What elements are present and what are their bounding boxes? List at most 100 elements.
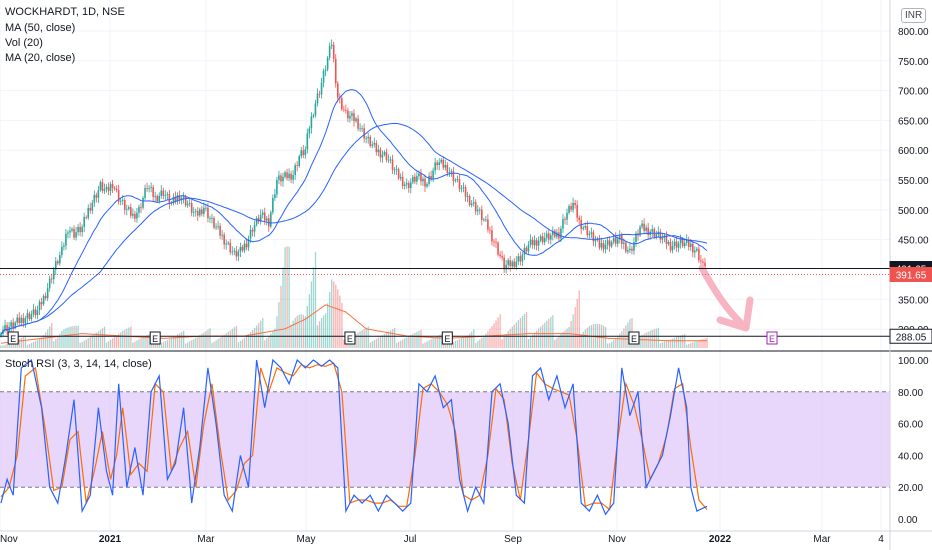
earnings-marker[interactable]: E	[149, 331, 161, 345]
candle-body	[533, 240, 536, 246]
volume-bar	[525, 311, 528, 348]
rsi-overbought-oversold-band	[0, 391, 890, 488]
candle-body	[227, 242, 230, 244]
volume-bar	[414, 332, 416, 348]
volume-bar	[219, 337, 221, 348]
volume-bar	[331, 279, 333, 348]
volume-bar	[298, 314, 300, 348]
earnings-marker[interactable]: E	[628, 331, 640, 345]
candle-body	[142, 197, 144, 208]
candle-body	[367, 136, 370, 139]
volume-bar	[61, 330, 63, 348]
earnings-marker[interactable]: E	[344, 331, 356, 345]
volume-bar	[278, 302, 280, 348]
candle-body	[50, 278, 53, 280]
candle-body	[497, 242, 499, 255]
volume-bar	[698, 340, 700, 348]
volume-bar	[458, 339, 461, 348]
candle-body	[641, 223, 643, 227]
volume-bar	[540, 326, 542, 348]
legend-ma20[interactable]: MA (20, close)	[5, 52, 76, 64]
candle-body	[509, 260, 512, 267]
volume-bar	[164, 341, 167, 348]
earnings-marker[interactable]: E	[7, 331, 19, 345]
volume-bar	[424, 342, 426, 348]
volume-bar	[231, 328, 233, 348]
candle-body	[679, 238, 682, 244]
volume-bar	[570, 320, 572, 348]
candle-body	[263, 212, 266, 221]
volume-bar	[201, 333, 203, 348]
volume-bar	[696, 340, 698, 348]
volume-bar	[677, 336, 680, 348]
volume-bar	[24, 335, 27, 348]
volume-bar	[574, 307, 576, 348]
candle-body	[405, 183, 408, 185]
candle-body	[671, 245, 674, 251]
volume-bar	[375, 338, 378, 348]
volume-bar	[606, 343, 609, 348]
volume-bar	[134, 341, 136, 348]
legend-ma50[interactable]: MA (50, close)	[5, 22, 76, 34]
currency-badge[interactable]: INR	[901, 8, 927, 23]
volume-bar	[251, 330, 254, 348]
volume-bar	[205, 331, 207, 348]
candle-body	[113, 187, 116, 189]
candle-body	[125, 208, 128, 210]
candle-body	[162, 190, 165, 196]
candle-body	[239, 246, 242, 252]
candle-body	[566, 212, 568, 220]
candle-body	[428, 175, 430, 184]
candles	[0, 39, 708, 338]
candle-body	[288, 173, 290, 179]
candle-body	[87, 207, 90, 218]
candle-body	[698, 248, 700, 261]
time-tick-label: Jul	[404, 534, 417, 545]
volume-bar	[12, 341, 14, 348]
volume-bar	[387, 331, 390, 348]
candle-body	[351, 113, 353, 116]
candle-body	[525, 247, 528, 252]
volume-bar	[101, 328, 104, 348]
candle-body	[371, 144, 374, 146]
volume-bar	[320, 318, 323, 348]
volume-bar	[700, 339, 702, 348]
volume-bar	[209, 328, 211, 348]
volume-bar	[26, 344, 29, 348]
volume-bar	[566, 328, 568, 348]
volume-bar	[43, 335, 45, 348]
legend-stoch-rsi[interactable]: Stoch RSI (3, 3, 14, 14, close)	[5, 358, 152, 370]
candle-body	[446, 165, 449, 173]
legend-vol[interactable]: Vol (20)	[5, 37, 43, 49]
future-earnings-marker[interactable]: E	[766, 331, 778, 345]
volume-bar	[671, 338, 674, 348]
volume-bar	[99, 329, 102, 348]
volume-bar	[706, 337, 708, 348]
candle-body	[444, 165, 447, 168]
candle-body	[91, 202, 94, 211]
volume-bar	[170, 337, 173, 348]
candle-body	[280, 175, 282, 182]
volume-bar	[247, 334, 250, 348]
earnings-marker-box	[344, 331, 356, 345]
candle-body	[493, 241, 495, 243]
candle-body	[117, 190, 120, 202]
time-tick-label: Sep	[504, 534, 522, 545]
candle-body	[436, 162, 438, 166]
volume-bar	[51, 323, 53, 348]
volume-bar	[213, 341, 215, 348]
candle-body	[430, 175, 432, 179]
candle-body	[253, 224, 256, 232]
candle-body	[667, 241, 670, 244]
volume-bar	[535, 330, 538, 348]
earnings-marker[interactable]: E	[441, 331, 453, 345]
candle-body	[495, 242, 497, 243]
candle-body	[26, 313, 29, 319]
candle-body	[552, 230, 554, 236]
candle-body	[194, 211, 197, 212]
volume-bar	[47, 329, 49, 348]
volume-bar	[95, 332, 98, 348]
volume-bar	[10, 342, 12, 348]
